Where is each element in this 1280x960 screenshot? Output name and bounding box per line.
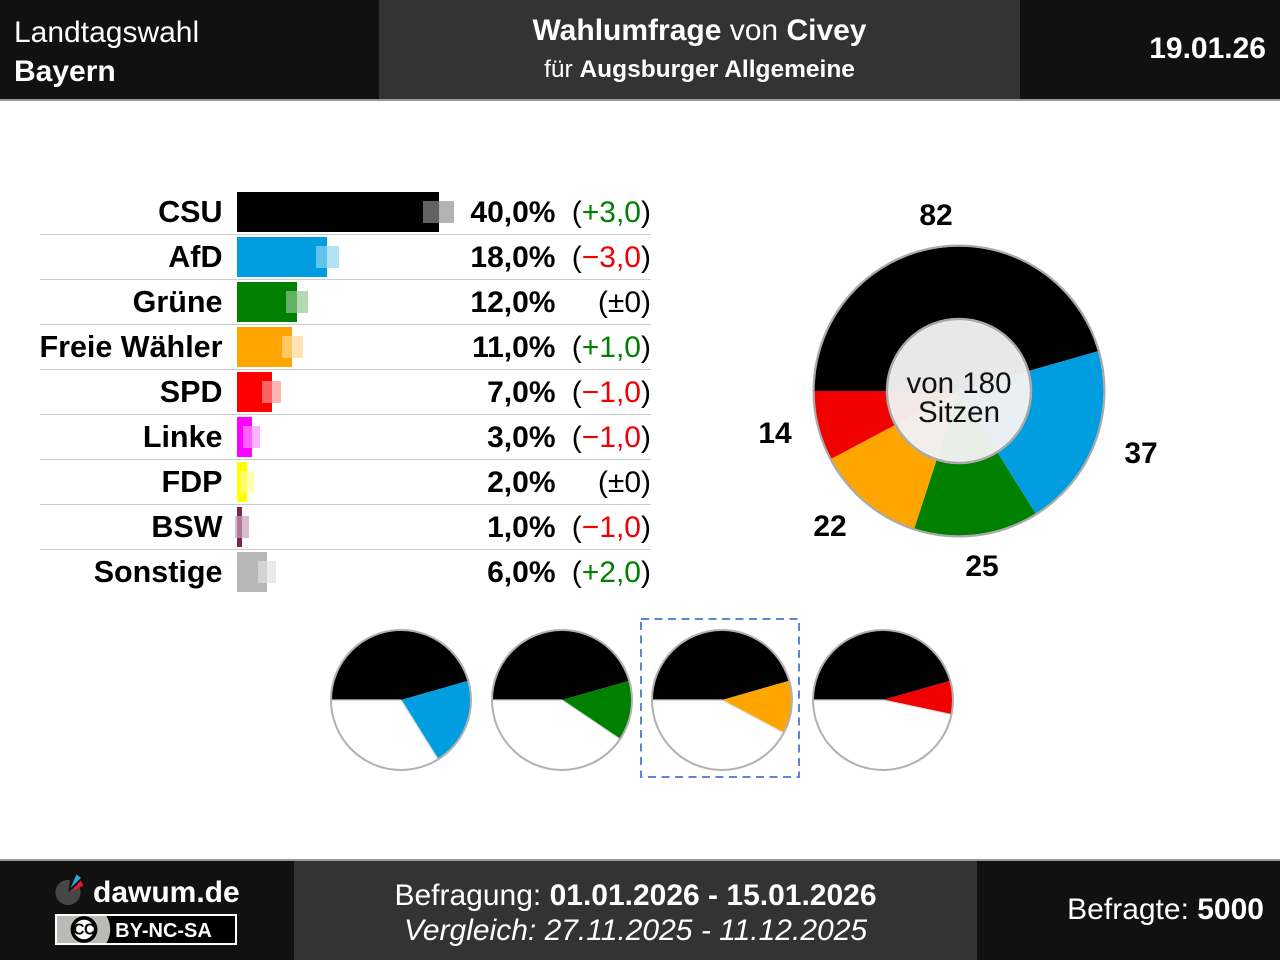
svg-text:CC: CC — [73, 922, 95, 939]
svg-text:BY-NC-SA: BY-NC-SA — [115, 920, 212, 942]
